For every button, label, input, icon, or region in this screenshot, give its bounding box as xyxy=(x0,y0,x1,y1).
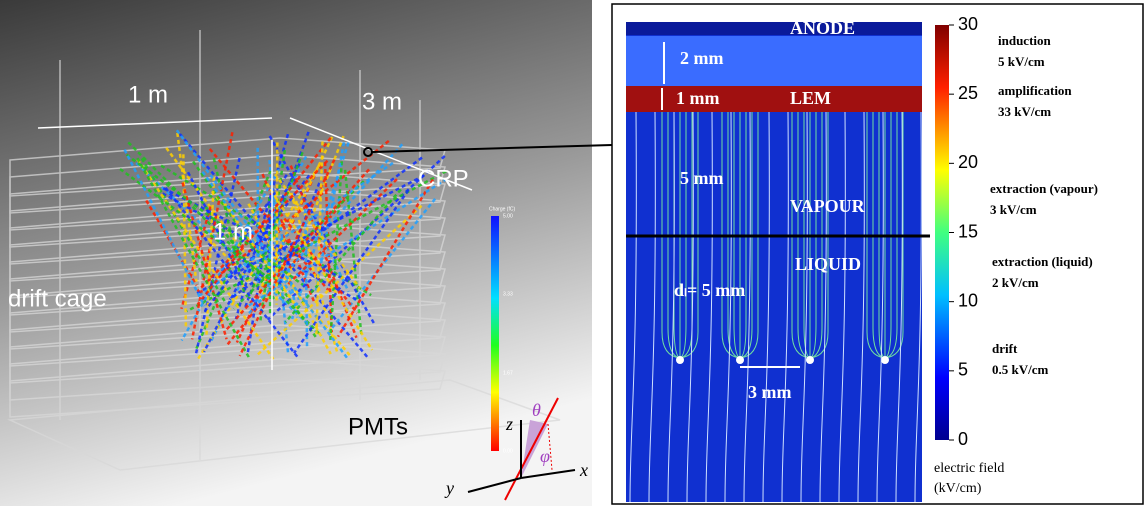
tick-label: 15 xyxy=(958,221,978,241)
tick-label: 10 xyxy=(958,290,978,310)
colorbar-label: 1.67 xyxy=(503,370,513,376)
label: 3 m xyxy=(362,88,402,115)
annotation-name: induction xyxy=(998,33,1052,48)
label: PMTs xyxy=(348,413,408,440)
colorbar-label-line: (kV/cm) xyxy=(934,481,982,496)
lem xyxy=(626,86,922,112)
label: 5 mm xyxy=(680,168,724,188)
annotation-name: extraction (liquid) xyxy=(992,254,1093,269)
annotation-name: amplification xyxy=(998,83,1072,98)
axis-label: φ xyxy=(540,446,550,466)
annotation-value: 3 kV/cm xyxy=(990,202,1037,217)
label: drift cage xyxy=(8,285,107,312)
tick-label: 30 xyxy=(958,14,978,34)
axis-label: θ xyxy=(532,400,541,420)
label: 1 mm xyxy=(676,88,720,108)
annotation-name: drift xyxy=(992,341,1018,356)
induction-region xyxy=(626,36,922,86)
colorbar-label-line: electric field xyxy=(934,461,1004,476)
label: ANODE xyxy=(790,18,855,38)
axis-label: z xyxy=(505,414,513,434)
colorbar-label: 5.00 xyxy=(503,213,513,219)
annotation-value: 2 kV/cm xyxy=(992,275,1039,290)
label: 2 mm xyxy=(680,48,724,68)
tick-label: 0 xyxy=(958,429,968,449)
charge-colorbar xyxy=(491,216,499,451)
field-colorbar xyxy=(935,25,949,440)
label: VAPOUR xyxy=(790,196,866,216)
label: CRP xyxy=(418,165,469,192)
wire xyxy=(736,356,744,364)
anode xyxy=(626,22,922,35)
label: LIQUID xyxy=(795,254,861,274)
tick-label: 20 xyxy=(958,152,978,172)
axis-label: y xyxy=(444,478,454,498)
label: 3 mm xyxy=(748,382,792,402)
tick-label: 5 xyxy=(958,360,968,380)
wire xyxy=(676,356,684,364)
label: 1 m xyxy=(213,218,253,245)
tick-label: 25 xyxy=(958,83,978,103)
label: 1 m xyxy=(128,81,168,108)
colorbar-title: Charge (fC) xyxy=(489,206,515,212)
axis-label: x xyxy=(579,460,588,480)
annotation-value: 5 kV/cm xyxy=(998,54,1045,69)
colorbar-label: 3.33 xyxy=(503,291,513,297)
annotation-value: 33 kV/cm xyxy=(998,104,1051,119)
annotation-name: extraction (vapour) xyxy=(990,181,1098,196)
wire xyxy=(806,356,814,364)
label: LEM xyxy=(790,88,831,108)
colorbar-label: 0.00 xyxy=(503,448,513,454)
wire xyxy=(881,356,889,364)
annotation-value: 0.5 kV/cm xyxy=(992,362,1049,377)
label: dₗ= 5 mm xyxy=(674,280,745,300)
